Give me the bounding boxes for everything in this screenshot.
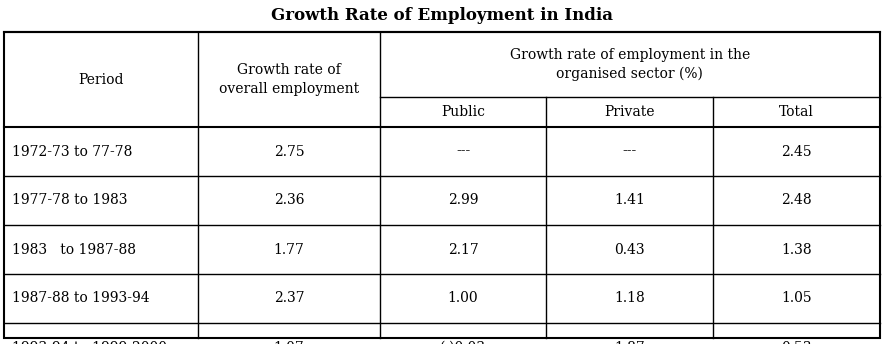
Text: 1987-88 to 1993-94: 1987-88 to 1993-94	[12, 291, 149, 305]
Text: 1.38: 1.38	[781, 243, 812, 257]
Text: 2.48: 2.48	[781, 193, 812, 207]
Text: 1972-73 to 77-78: 1972-73 to 77-78	[12, 144, 133, 159]
Text: 0.53: 0.53	[781, 341, 812, 344]
Text: 1.07: 1.07	[274, 341, 304, 344]
Text: Growth rate of
overall employment: Growth rate of overall employment	[219, 63, 359, 96]
Text: (-)0.03: (-)0.03	[440, 341, 486, 344]
Text: Private: Private	[605, 105, 655, 119]
Text: 2.37: 2.37	[274, 291, 304, 305]
Text: Growth rate of employment in the
organised sector (%): Growth rate of employment in the organis…	[510, 48, 750, 81]
Text: 2.36: 2.36	[274, 193, 304, 207]
Text: Total: Total	[779, 105, 814, 119]
Text: 1.18: 1.18	[614, 291, 644, 305]
Text: 1.41: 1.41	[614, 193, 645, 207]
Text: ---: ---	[622, 144, 636, 159]
Text: 1.05: 1.05	[781, 291, 812, 305]
Text: 2.99: 2.99	[448, 193, 478, 207]
Bar	[4, 32, 880, 338]
Text: 1993-94 to 1999-2000: 1993-94 to 1999-2000	[12, 341, 167, 344]
Text: 1.00: 1.00	[447, 291, 478, 305]
Text: 1.77: 1.77	[274, 243, 305, 257]
Text: 1.87: 1.87	[614, 341, 644, 344]
Text: 2.45: 2.45	[781, 144, 812, 159]
Text: Public: Public	[441, 105, 485, 119]
Text: 2.75: 2.75	[274, 144, 304, 159]
Text: 2.17: 2.17	[447, 243, 478, 257]
Text: 0.43: 0.43	[614, 243, 644, 257]
Text: 1977-78 to 1983: 1977-78 to 1983	[12, 193, 127, 207]
Text: Period: Period	[79, 73, 124, 86]
Text: ---: ---	[456, 144, 470, 159]
Text: Growth Rate of Employment in India: Growth Rate of Employment in India	[271, 8, 613, 24]
Text: 1983   to 1987-88: 1983 to 1987-88	[12, 243, 136, 257]
